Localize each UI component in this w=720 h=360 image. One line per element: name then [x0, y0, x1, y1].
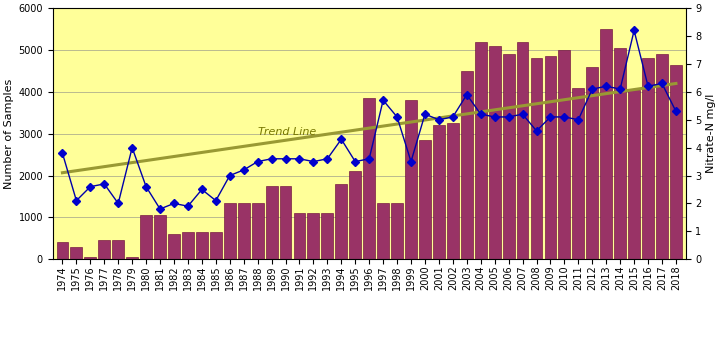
Bar	[99, 240, 110, 259]
Bar	[294, 213, 305, 259]
Bar	[84, 257, 96, 259]
Bar	[238, 203, 250, 259]
Bar	[433, 125, 445, 259]
Bar	[56, 243, 68, 259]
Bar	[112, 240, 124, 259]
Bar	[600, 29, 612, 259]
Bar	[503, 54, 515, 259]
Bar	[391, 203, 403, 259]
Bar	[572, 88, 584, 259]
Bar	[405, 100, 417, 259]
Bar	[210, 232, 222, 259]
Bar	[489, 46, 500, 259]
Bar	[461, 71, 473, 259]
Bar	[140, 215, 152, 259]
Bar	[224, 203, 235, 259]
Bar	[419, 140, 431, 259]
Bar	[266, 186, 277, 259]
Bar	[447, 123, 459, 259]
Bar	[71, 247, 82, 259]
Bar	[670, 65, 682, 259]
Bar	[642, 58, 654, 259]
Bar	[336, 184, 347, 259]
Bar	[377, 203, 389, 259]
Bar	[517, 42, 528, 259]
Text: Trend Line: Trend Line	[258, 127, 316, 136]
Bar	[321, 213, 333, 259]
Bar	[364, 98, 375, 259]
Bar	[614, 48, 626, 259]
Bar	[586, 67, 598, 259]
Bar	[196, 232, 208, 259]
Bar	[252, 203, 264, 259]
Bar	[182, 232, 194, 259]
Bar	[349, 171, 361, 259]
Bar	[531, 58, 542, 259]
Bar	[168, 234, 180, 259]
Bar	[154, 215, 166, 259]
Y-axis label: Nitrate-N mg/l: Nitrate-N mg/l	[706, 94, 716, 174]
Bar	[656, 54, 668, 259]
Bar	[279, 186, 292, 259]
Y-axis label: Number of Samples: Number of Samples	[4, 78, 14, 189]
Bar	[559, 50, 570, 259]
Bar	[474, 42, 487, 259]
Bar	[544, 56, 557, 259]
Bar	[307, 213, 320, 259]
Bar	[628, 90, 640, 259]
Bar	[126, 257, 138, 259]
